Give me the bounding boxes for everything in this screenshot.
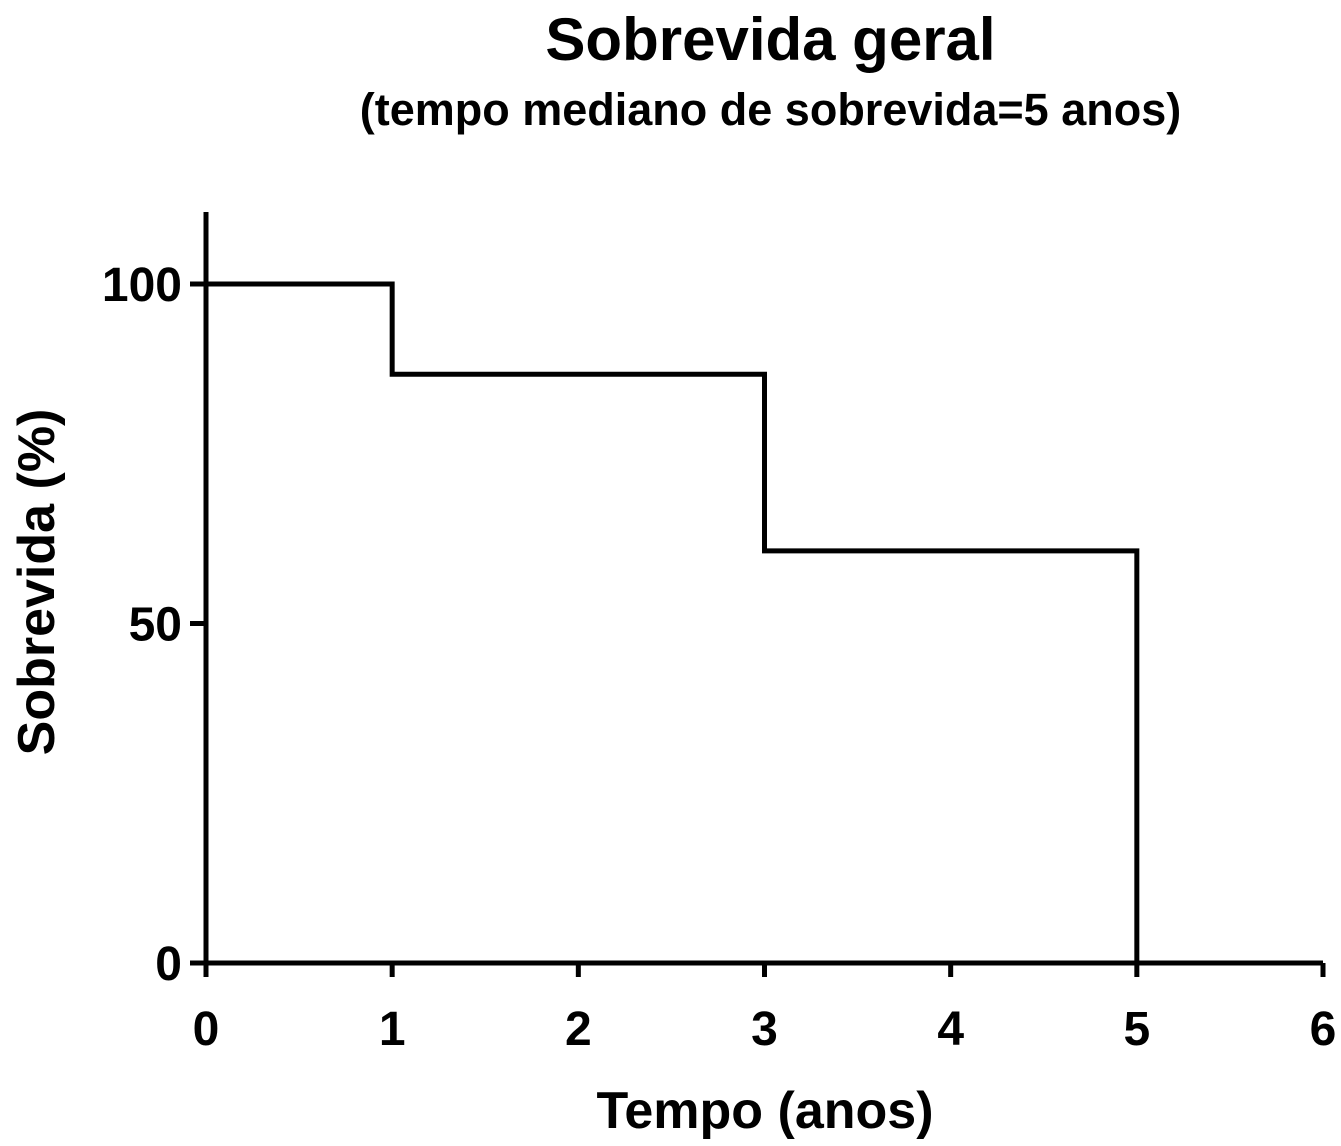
chart-title: Sobrevida geral	[545, 6, 996, 73]
x-tick-label: 3	[751, 1003, 778, 1056]
y-ticks: 0 50 100	[102, 259, 206, 991]
y-tick-label: 0	[155, 938, 182, 991]
x-tick-label: 0	[193, 1003, 220, 1056]
x-tick-label: 5	[1123, 1003, 1150, 1056]
axes: 0 1 2 3 4 5 6 0 50 100	[102, 212, 1336, 1056]
y-tick-label: 100	[102, 259, 182, 312]
x-axis-label: Tempo (anos)	[596, 1082, 933, 1140]
chart-subtitle: (tempo mediano de sobrevida=5 anos)	[359, 84, 1182, 135]
x-ticks: 0 1 2 3 4 5 6	[193, 963, 1337, 1056]
x-tick-label: 2	[565, 1003, 592, 1056]
y-tick-label: 50	[129, 599, 182, 652]
y-axis-label: Sobrevida (%)	[8, 409, 66, 756]
x-tick-label: 6	[1310, 1003, 1337, 1056]
survival-step-line	[206, 281, 1140, 963]
x-tick-label: 4	[937, 1003, 964, 1056]
series-group	[206, 281, 1140, 963]
x-tick-label: 1	[379, 1003, 406, 1056]
